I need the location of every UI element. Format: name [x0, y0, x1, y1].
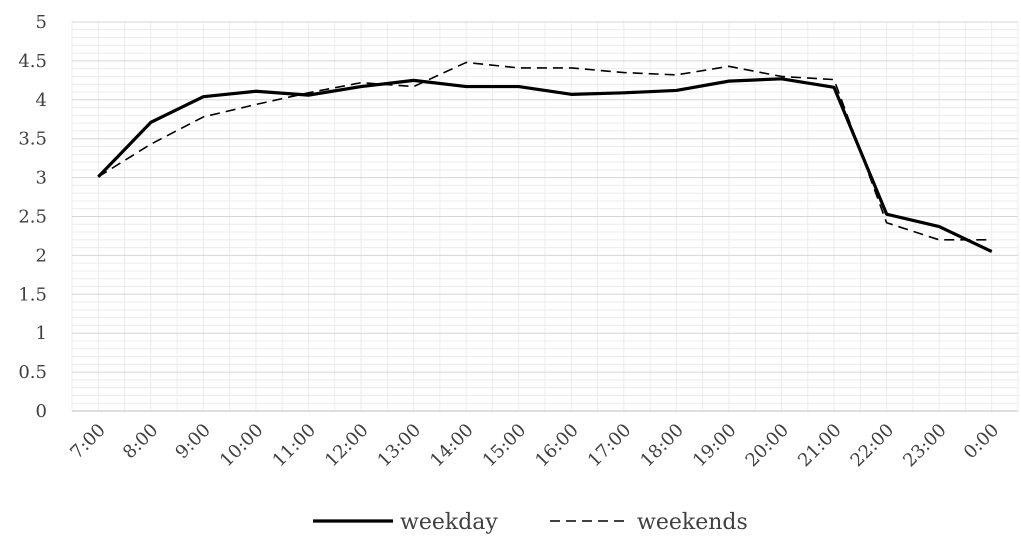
- x-axis-tick-labels: 7:00 8:00 9:00 10:00 11:00 12:00 13:00 14:00 15:…: [66, 420, 1003, 472]
- y-axis-tick-labels: 0 0.5 1 1.5 2 2.5 3 3.5 4 4.5 5: [18, 12, 47, 422]
- x-tick-label: 20:00: [742, 420, 794, 472]
- x-tick-label: 14:00: [426, 420, 478, 472]
- x-tick-label: 15:00: [479, 420, 531, 472]
- x-tick-label: 23:00: [899, 420, 951, 472]
- y-tick-label: 2: [36, 245, 47, 266]
- y-tick-label: 4.5: [18, 51, 47, 72]
- legend: weekday weekends: [313, 510, 748, 535]
- x-tick-label: 16:00: [531, 420, 583, 472]
- x-tick-label: 21:00: [794, 420, 846, 472]
- series-line-weekday: [97, 77, 993, 253]
- y-tick-label: 4: [36, 90, 47, 111]
- series-lines: [97, 61, 993, 253]
- legend-label-weekday: weekday: [400, 510, 498, 535]
- y-tick-label: 3: [36, 168, 47, 189]
- series-line-weekends: [97, 61, 992, 241]
- y-tick-label: 3.5: [18, 129, 47, 150]
- y-tick-label: 1: [36, 323, 47, 344]
- y-tick-label: 5: [36, 12, 47, 33]
- y-tick-label: 2.5: [18, 207, 47, 228]
- x-tick-label: 9:00: [171, 420, 214, 463]
- x-tick-label: 8:00: [119, 420, 162, 463]
- x-tick-label: 10:00: [216, 420, 268, 472]
- y-tick-label: 1.5: [18, 284, 47, 305]
- major-gridlines: [72, 21, 1018, 373]
- x-tick-label: 12:00: [321, 420, 373, 472]
- x-tick-label: 7:00: [66, 420, 109, 463]
- x-tick-label: 22:00: [847, 420, 899, 472]
- y-tick-label: 0.5: [18, 362, 47, 383]
- y-tick-label: 0: [36, 401, 47, 422]
- x-tick-label: 0:00: [960, 420, 1003, 463]
- legend-label-weekends: weekends: [637, 510, 748, 535]
- x-tick-label: 19:00: [689, 420, 741, 472]
- x-tick-label: 17:00: [584, 420, 636, 472]
- x-tick-label: 18:00: [636, 420, 688, 472]
- x-tick-label: 13:00: [374, 420, 426, 472]
- x-tick-label: 11:00: [269, 420, 321, 472]
